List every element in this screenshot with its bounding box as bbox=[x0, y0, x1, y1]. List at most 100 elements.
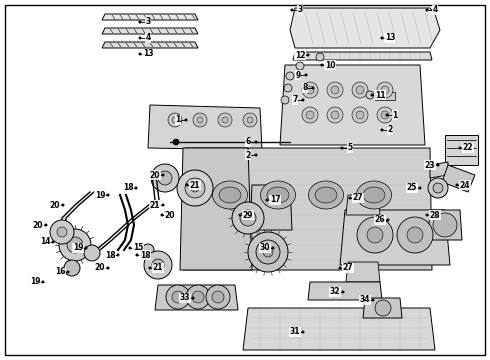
Text: 23: 23 bbox=[425, 161, 435, 170]
Text: 20: 20 bbox=[33, 220, 43, 230]
Polygon shape bbox=[445, 135, 478, 165]
Text: 2: 2 bbox=[388, 126, 392, 135]
Circle shape bbox=[301, 99, 304, 102]
Text: 13: 13 bbox=[385, 33, 395, 42]
Circle shape bbox=[128, 247, 131, 249]
Circle shape bbox=[192, 297, 195, 300]
Text: 20: 20 bbox=[150, 171, 160, 180]
Circle shape bbox=[206, 285, 230, 309]
Circle shape bbox=[139, 36, 142, 40]
Circle shape bbox=[357, 217, 393, 253]
Polygon shape bbox=[363, 298, 402, 318]
Circle shape bbox=[177, 170, 213, 206]
Circle shape bbox=[186, 184, 189, 186]
Circle shape bbox=[136, 253, 139, 256]
Circle shape bbox=[232, 202, 264, 234]
Polygon shape bbox=[375, 92, 395, 100]
Circle shape bbox=[271, 247, 274, 249]
Text: 34: 34 bbox=[360, 296, 370, 305]
Circle shape bbox=[302, 82, 318, 98]
Circle shape bbox=[381, 111, 389, 119]
Text: 9: 9 bbox=[295, 71, 301, 80]
Text: 20: 20 bbox=[95, 264, 105, 273]
Circle shape bbox=[162, 203, 165, 207]
Circle shape bbox=[407, 227, 423, 243]
Circle shape bbox=[186, 285, 210, 309]
Circle shape bbox=[367, 227, 383, 243]
Circle shape bbox=[366, 91, 374, 99]
Circle shape bbox=[381, 129, 384, 131]
Circle shape bbox=[301, 330, 304, 333]
Text: 32: 32 bbox=[330, 288, 340, 297]
Circle shape bbox=[139, 53, 142, 55]
Ellipse shape bbox=[309, 181, 343, 209]
Circle shape bbox=[162, 174, 165, 176]
Text: 20: 20 bbox=[165, 211, 175, 220]
Text: 5: 5 bbox=[347, 144, 353, 153]
Circle shape bbox=[425, 213, 428, 216]
Polygon shape bbox=[428, 210, 462, 240]
Circle shape bbox=[375, 300, 391, 316]
Polygon shape bbox=[102, 28, 198, 34]
Text: 19: 19 bbox=[95, 190, 105, 199]
Polygon shape bbox=[308, 282, 382, 300]
Circle shape bbox=[67, 237, 83, 253]
Circle shape bbox=[428, 178, 448, 198]
Ellipse shape bbox=[219, 187, 241, 203]
Text: 3: 3 bbox=[297, 5, 303, 14]
Circle shape bbox=[67, 270, 70, 274]
Circle shape bbox=[172, 117, 178, 123]
Circle shape bbox=[331, 86, 339, 94]
Text: 22: 22 bbox=[463, 144, 473, 153]
Text: 1: 1 bbox=[392, 111, 397, 120]
Text: 19: 19 bbox=[73, 243, 83, 252]
Ellipse shape bbox=[315, 187, 337, 203]
Text: 16: 16 bbox=[55, 267, 65, 276]
Ellipse shape bbox=[213, 181, 247, 209]
Circle shape bbox=[239, 213, 242, 216]
Circle shape bbox=[263, 247, 273, 257]
Polygon shape bbox=[346, 262, 380, 282]
Circle shape bbox=[51, 240, 54, 243]
Circle shape bbox=[341, 147, 343, 149]
Circle shape bbox=[193, 113, 207, 127]
Circle shape bbox=[106, 266, 109, 270]
Circle shape bbox=[437, 163, 440, 166]
Circle shape bbox=[218, 113, 232, 127]
Text: 11: 11 bbox=[375, 90, 385, 99]
Circle shape bbox=[377, 107, 393, 123]
Circle shape bbox=[306, 111, 314, 119]
Circle shape bbox=[386, 113, 389, 117]
Circle shape bbox=[222, 117, 228, 123]
Polygon shape bbox=[430, 162, 448, 178]
Polygon shape bbox=[280, 65, 425, 145]
Circle shape bbox=[240, 210, 256, 226]
Ellipse shape bbox=[267, 187, 289, 203]
Circle shape bbox=[45, 224, 48, 226]
Circle shape bbox=[166, 285, 190, 309]
Polygon shape bbox=[290, 8, 440, 48]
Circle shape bbox=[286, 72, 294, 80]
Text: 17: 17 bbox=[270, 195, 280, 204]
Circle shape bbox=[62, 203, 65, 207]
Circle shape bbox=[64, 260, 80, 276]
Text: 15: 15 bbox=[133, 243, 143, 252]
Text: 6: 6 bbox=[245, 138, 250, 147]
Ellipse shape bbox=[363, 187, 385, 203]
Text: 4: 4 bbox=[146, 33, 150, 42]
Circle shape bbox=[307, 54, 310, 57]
Circle shape bbox=[352, 107, 368, 123]
Circle shape bbox=[42, 280, 45, 284]
Circle shape bbox=[433, 213, 457, 237]
Circle shape bbox=[197, 117, 203, 123]
Polygon shape bbox=[180, 148, 252, 270]
Text: 8: 8 bbox=[302, 84, 308, 93]
Circle shape bbox=[185, 118, 188, 122]
Circle shape bbox=[296, 62, 304, 70]
Circle shape bbox=[281, 96, 289, 104]
Circle shape bbox=[291, 9, 294, 12]
Circle shape bbox=[397, 217, 433, 253]
Polygon shape bbox=[340, 210, 450, 265]
Text: 21: 21 bbox=[190, 180, 200, 189]
Circle shape bbox=[168, 113, 182, 127]
